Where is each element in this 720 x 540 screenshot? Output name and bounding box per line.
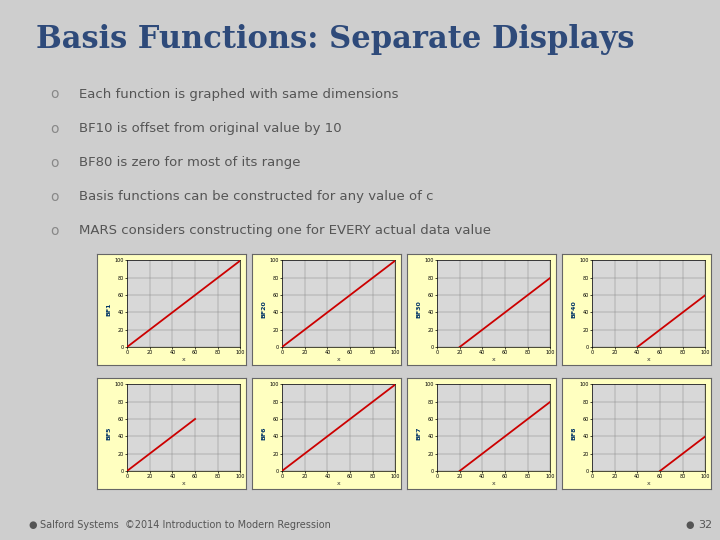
X-axis label: x: x bbox=[492, 481, 495, 486]
Text: ●: ● bbox=[685, 520, 694, 530]
X-axis label: x: x bbox=[182, 481, 186, 486]
X-axis label: x: x bbox=[647, 357, 651, 362]
Text: Basis functions can be constructed for any value of c: Basis functions can be constructed for a… bbox=[79, 190, 433, 203]
Text: BF30: BF30 bbox=[417, 300, 422, 318]
Text: o: o bbox=[50, 190, 59, 204]
Text: BF80 is zero for most of its range: BF80 is zero for most of its range bbox=[79, 156, 301, 169]
Text: BF1: BF1 bbox=[107, 302, 112, 316]
Text: ●: ● bbox=[29, 520, 37, 530]
X-axis label: x: x bbox=[182, 357, 186, 362]
Text: 32: 32 bbox=[698, 520, 713, 530]
Text: BF6: BF6 bbox=[261, 427, 266, 440]
Text: o: o bbox=[50, 87, 59, 102]
Text: BF5: BF5 bbox=[107, 427, 112, 440]
Text: MARS considers constructing one for EVERY actual data value: MARS considers constructing one for EVER… bbox=[79, 224, 491, 237]
X-axis label: x: x bbox=[492, 357, 495, 362]
Text: BF10 is offset from original value by 10: BF10 is offset from original value by 10 bbox=[79, 122, 342, 135]
Text: BF7: BF7 bbox=[417, 427, 422, 440]
Text: Salford Systems  ©2014 Introduction to Modern Regression: Salford Systems ©2014 Introduction to Mo… bbox=[40, 520, 330, 530]
Text: Basis Functions: Separate Displays: Basis Functions: Separate Displays bbox=[36, 24, 634, 55]
X-axis label: x: x bbox=[337, 357, 341, 362]
Text: Each function is graphed with same dimensions: Each function is graphed with same dimen… bbox=[79, 88, 399, 101]
Text: o: o bbox=[50, 122, 59, 136]
Text: o: o bbox=[50, 224, 59, 238]
Text: BF40: BF40 bbox=[572, 300, 577, 318]
Text: o: o bbox=[50, 156, 59, 170]
X-axis label: x: x bbox=[337, 481, 341, 486]
Text: BF8: BF8 bbox=[572, 427, 577, 440]
Text: BF20: BF20 bbox=[261, 300, 266, 318]
X-axis label: x: x bbox=[647, 481, 651, 486]
